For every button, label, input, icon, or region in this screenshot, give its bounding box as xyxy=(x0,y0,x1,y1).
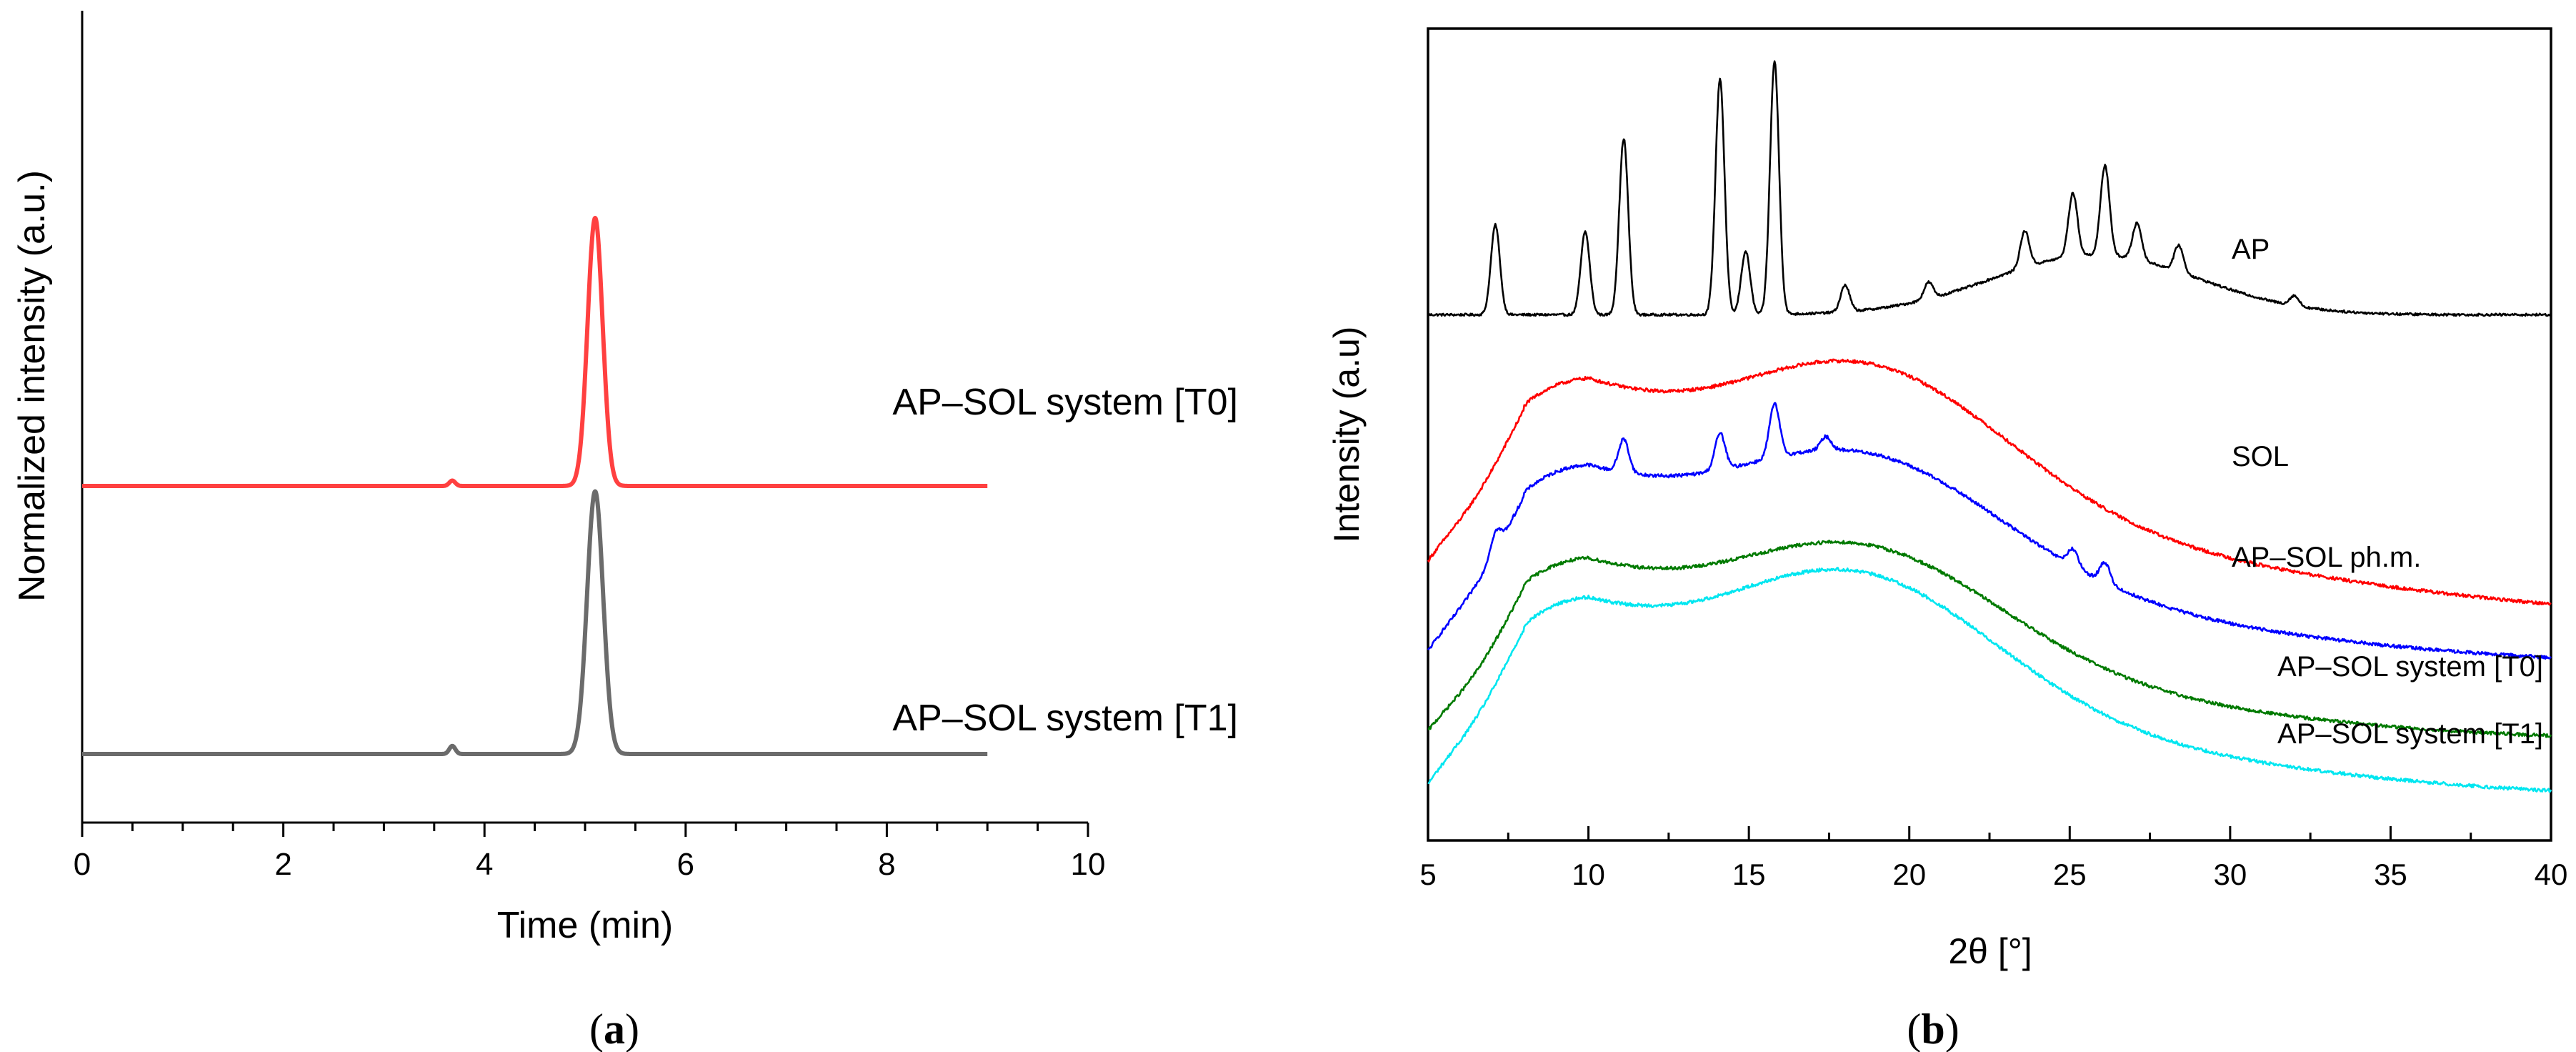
panel-b-x-tick-labels: 5 10 15 20 25 30 35 40 xyxy=(1419,858,2567,891)
panel-a-series-label-t1: AP–SOL system [T1] xyxy=(892,698,1238,739)
panel-a-caption-letter: a xyxy=(604,1006,625,1052)
panel-a-x-axis-title: Time (min) xyxy=(497,905,674,946)
panel-b-x-tick-label: 15 xyxy=(1732,858,1766,891)
panel-b-series-line-0 xyxy=(1427,60,2552,317)
panel-b-series-label-t1: AP–SOL system [T1] xyxy=(2277,718,2543,750)
panel-b-caption-letter: b xyxy=(1921,1006,1945,1052)
panel-a-series-label-t0: AP–SOL system [T0] xyxy=(892,382,1238,423)
panel-b-x-tick-label: 5 xyxy=(1419,858,1436,891)
panel-a-x-tick-label: 4 xyxy=(476,847,493,882)
panel-b-y-axis-title: Intensity (a.u) xyxy=(1327,327,1367,543)
panel-b-x-tick-label: 20 xyxy=(1892,858,1926,891)
panel-a-x-tick-labels: 0 2 4 6 8 10 xyxy=(74,847,1106,882)
panel-b-caption: (b) xyxy=(1907,1006,1959,1052)
panel-a-series-line-1 xyxy=(80,489,989,756)
panel-b-series-label-ap: AP xyxy=(2232,234,2270,265)
panel-a-x-tick-label: 2 xyxy=(274,847,291,882)
panel-a-series xyxy=(80,216,989,756)
panel-b-series-label-t0: AP–SOL system [T0] xyxy=(2277,651,2543,683)
panel-b-x-tick-label: 10 xyxy=(1572,858,1605,891)
panel-b-x-ticks xyxy=(1427,826,2552,840)
panel-b-series-line-4 xyxy=(1427,567,2552,793)
panel-b-xrd: 5 10 15 20 25 30 35 40 AP SOL AP–SOL ph.m. AP–S… xyxy=(1327,27,2567,1052)
panel-b-series-label-phm: AP–SOL ph.m. xyxy=(2232,542,2421,573)
panel-b-x-tick-label: 40 xyxy=(2535,858,2568,891)
panel-b-series xyxy=(1427,60,2552,793)
panel-a-caption: (a) xyxy=(589,1006,639,1052)
panel-a-x-tick-label: 6 xyxy=(677,847,694,882)
panel-b-x-tick-label: 25 xyxy=(2053,858,2087,891)
panel-a-x-tick-label: 10 xyxy=(1071,847,1106,882)
panel-b-x-axis-title: 2θ [°] xyxy=(1948,931,2032,971)
panel-b-x-tick-label: 30 xyxy=(2213,858,2247,891)
panel-a-y-axis-title: Normalized intensity (a.u.) xyxy=(11,170,53,602)
panel-b-series-line-3 xyxy=(1427,540,2552,738)
panel-a-chromatogram: 0 2 4 6 8 10 AP–SOL system [T0] AP–SOL system… xyxy=(11,11,1238,1052)
panel-a-x-tick-label: 0 xyxy=(74,847,91,882)
panel-b-series-label-sol: SOL xyxy=(2232,441,2289,472)
panel-b-x-tick-label: 35 xyxy=(2374,858,2407,891)
panel-a-x-tick-label: 8 xyxy=(878,847,895,882)
panel-b-series-line-2 xyxy=(1427,402,2552,660)
panel-a-x-ticks xyxy=(81,823,1089,837)
panel-a-series-line-0 xyxy=(80,216,989,488)
panel-b-series-line-1 xyxy=(1427,358,2552,606)
